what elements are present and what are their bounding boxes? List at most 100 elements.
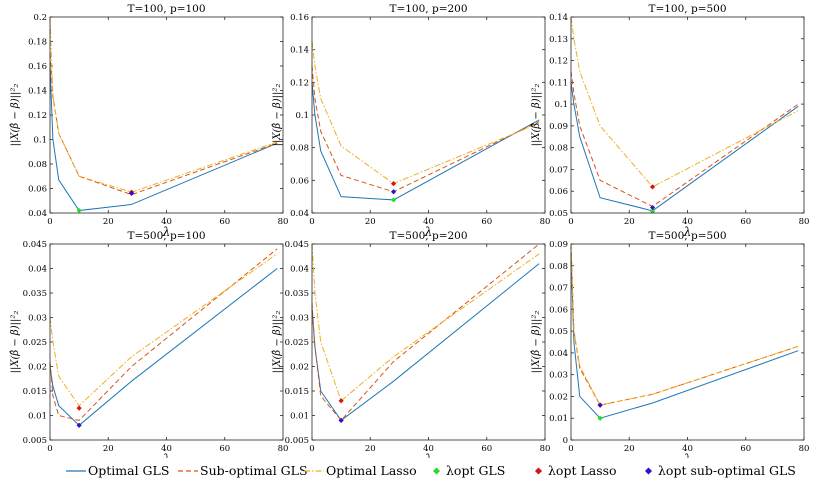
x-tick-label: 80 [799, 444, 810, 454]
y-tick-label: 0.1 [554, 100, 568, 110]
x-tick-label: 0 [309, 217, 314, 227]
y-tick-label: 0.015 [23, 387, 47, 397]
legend: Optimal GLS Sub-optimal GLS Optimal Lass… [59, 457, 796, 485]
y-tick-label: 0.06 [28, 185, 47, 195]
y-tick-label: 0.09 [549, 122, 568, 132]
x-tick-label: 60 [481, 444, 492, 454]
x-axis-label: λ [683, 225, 692, 239]
series-line-suboptimal-gls [311, 243, 540, 422]
series-line-optimal-lasso [570, 243, 799, 406]
y-tick-label: 0.14 [28, 87, 47, 97]
marker-lambda-gls [649, 208, 656, 214]
x-tick-label: 40 [682, 444, 693, 454]
series-line-optimal-gls [311, 263, 540, 422]
series-line-optimal-gls [311, 82, 540, 201]
marker-lambda-sub [649, 204, 656, 211]
y-tick-label: 0 [563, 436, 568, 446]
y-axis-label: ||X(β̂ − β)||²₂ [10, 311, 21, 374]
y-tick-label: 0.1 [295, 111, 309, 121]
x-tick-label: 40 [423, 217, 434, 227]
y-tick-label: 0.12 [549, 57, 568, 67]
y-tick-label: 0.12 [290, 78, 309, 88]
y-tick-label: 0.09 [549, 240, 568, 250]
x-tick-label: 20 [365, 217, 376, 227]
y-tick-label: 0.01 [290, 412, 309, 422]
x-tick-label: 60 [740, 217, 751, 227]
panel-title: T=100, p=500 [648, 3, 726, 15]
y-tick-label: 0.16 [290, 13, 309, 23]
y-axis-label: ||X(β̂ − β)||²₂ [531, 311, 542, 374]
legend-swatch-lambda-sub [644, 467, 653, 475]
marker-lambda-sub [128, 190, 135, 196]
y-tick-label: 0.08 [290, 144, 309, 154]
legend-swatch-lambda-gls [432, 467, 441, 475]
y-tick-label: 0.08 [549, 262, 568, 272]
marker-lambda-lasso [338, 398, 344, 404]
y-tick-label: 0.02 [549, 392, 568, 402]
y-tick-label: 0.005 [285, 436, 309, 446]
y-tick-label: 0.04 [290, 209, 309, 219]
y-tick-label: 0.02 [290, 363, 309, 373]
y-tick-label: 0.045 [285, 240, 309, 250]
x-tick-label: 40 [423, 444, 434, 454]
y-tick-label: 0.035 [23, 289, 47, 299]
y-tick-label: 0.025 [23, 338, 47, 348]
x-tick-label: 80 [540, 444, 551, 454]
x-tick-label: 0 [309, 444, 314, 454]
y-tick-label: 0.01 [28, 412, 47, 422]
axis-frame [311, 243, 546, 441]
panel-6: T=500, p=500 0 20 40 60 80 0 0.01 0.02 0.03 0.04 0.… [531, 230, 809, 466]
x-axis-label: λ [424, 225, 433, 239]
y-tick-label: 0.07 [549, 284, 568, 294]
series-line-optimal-gls [49, 268, 278, 426]
marker-lambda-sub [338, 417, 344, 423]
x-axis-label: λ [162, 225, 171, 239]
series-line-optimal-lasso [570, 16, 799, 188]
x-tick-label: 80 [278, 217, 289, 227]
marker-lambda-gls [390, 197, 397, 203]
y-tick-label: 0.08 [28, 160, 47, 170]
series-line-suboptimal-gls [570, 243, 799, 406]
marker-lambda-lasso [390, 181, 397, 187]
legend-swatch-lambda-lasso [534, 467, 543, 475]
y-axis-label: ||X(β̂ − β)||²₂ [10, 84, 21, 147]
x-tick-label: 80 [278, 444, 289, 454]
y-tick-label: 0.04 [549, 349, 568, 359]
axis-frame [570, 16, 805, 214]
series-line-suboptimal-gls [570, 71, 799, 208]
x-tick-label: 20 [103, 217, 114, 227]
x-tick-label: 0 [568, 444, 573, 454]
legend-label-suboptimal-gls: Sub-optimal GLS [200, 463, 308, 478]
y-axis-label: ||X(β̂ − β)||²₂ [531, 84, 542, 147]
y-tick-label: 0.05 [549, 327, 568, 337]
panel-title: T=100, p=100 [127, 3, 205, 15]
y-tick-label: 0.11 [549, 78, 568, 88]
series-line-optimal-gls [49, 65, 278, 212]
x-tick-label: 0 [568, 217, 573, 227]
axis-frame [311, 16, 546, 214]
axis-frame [49, 16, 284, 214]
y-tick-label: 0.1 [33, 136, 47, 146]
x-tick-label: 20 [103, 444, 114, 454]
y-tick-label: 0.16 [28, 62, 47, 72]
legend-label-lambda-sub: λopt sub-optimal GLS [658, 463, 796, 478]
y-tick-label: 0.06 [290, 176, 309, 186]
marker-lambda-lasso [649, 184, 656, 190]
legend-label-optimal-gls: Optimal GLS [88, 463, 169, 478]
series-line-optimal-lasso [49, 16, 278, 193]
series-line-suboptimal-gls [49, 53, 278, 196]
series-line-optimal-lasso [49, 253, 278, 407]
y-tick-label: 0.13 [549, 35, 568, 45]
y-tick-label: 0.035 [285, 289, 309, 299]
legend-label-optimal-lasso: Optimal Lasso [326, 463, 417, 478]
series-line-optimal-gls [570, 254, 799, 419]
series-line-suboptimal-gls [49, 248, 278, 421]
marker-lambda-sub [597, 402, 603, 408]
panel-1: T=100, p=100 0 20 40 60 80 0.04 0.06 0.08 0.1 0.12… [10, 3, 288, 239]
x-tick-label: 20 [624, 217, 635, 227]
panel-title: T=500, p=200 [389, 230, 467, 242]
y-tick-label: 0.005 [23, 436, 47, 446]
panel-title: T=500, p=500 [648, 230, 726, 242]
